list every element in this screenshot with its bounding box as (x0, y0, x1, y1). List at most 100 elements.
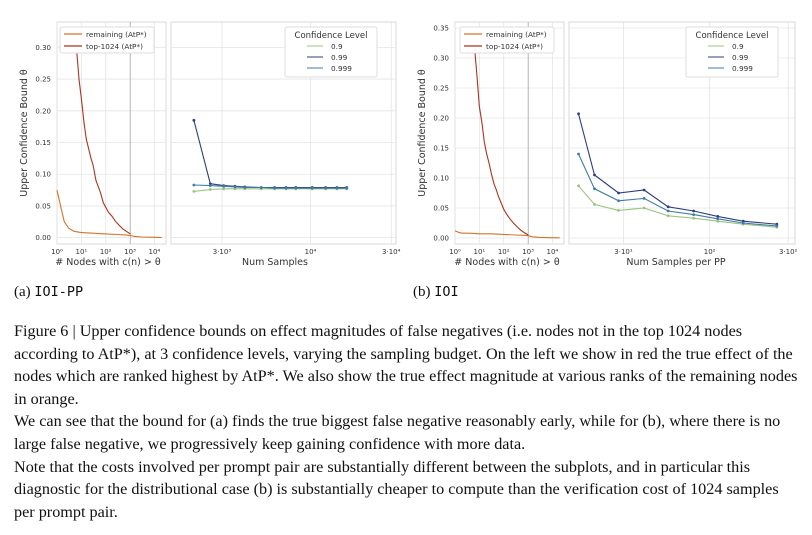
data-point (642, 197, 646, 200)
legend-box (459, 26, 555, 54)
x-tick-label: 3·10¹ (614, 248, 633, 256)
y-tick-label: 0.15 (433, 145, 449, 153)
panel-a-left-plot: 0.00 0.05 0.10 0.15 0.20 0.25 0.30 10⁰ 10¹ 10² 10³… (19, 21, 167, 268)
data-point (577, 184, 580, 188)
subfigure-label-a-code: IOI-PP (34, 284, 84, 300)
y-tick-label: 0.25 (35, 76, 51, 84)
panel-b-left-legend: remaining (AtP*) top-1024 (AtP*) (459, 26, 555, 54)
y-tick-label: 0.10 (35, 171, 51, 179)
data-point (208, 184, 212, 188)
panel-a-left-frame (56, 21, 167, 245)
subfigure-label-b-code: IOI (434, 284, 459, 300)
panel-b-left-frame (454, 21, 565, 245)
x-tick-label: 10² (498, 248, 510, 256)
panel-b-right-plot: 3·10¹ 10² 3·10² Num Samples per PP Confide… (568, 21, 798, 268)
subfigure-label-b-prefix: (b) (413, 284, 435, 300)
x-tick-label: 10⁴ (305, 248, 317, 256)
data-point (593, 173, 596, 177)
y-tick-label: 0.20 (433, 115, 449, 123)
x-tick-label: 10³ (124, 248, 136, 256)
caption-paragraph: Figure 6 | Upper confidence bounds on ef… (14, 322, 798, 408)
legend-title: Confidence Level (295, 31, 368, 41)
data-point (666, 205, 670, 209)
series-line-top-1024-atp- (473, 39, 529, 236)
x-tick-label: 10⁰ (449, 248, 461, 256)
y-tick-label: 0.05 (35, 202, 51, 210)
data-point (692, 216, 696, 220)
data-point (617, 191, 620, 195)
legend-label-remaining: remaining (AtP*) (86, 30, 147, 39)
y-tick-label: 0.00 (35, 234, 51, 242)
y-tick-label: 0.00 (433, 235, 449, 243)
y-tick-label: 0.10 (433, 175, 449, 183)
data-point (741, 221, 745, 225)
series-line-remaining-atp- (454, 230, 560, 239)
data-point (324, 186, 328, 190)
legend-label-top1024: top-1024 (AtP*) (486, 42, 543, 51)
legend-label-top1024: top-1024 (AtP*) (86, 42, 143, 51)
y-tick-label: 0.30 (433, 55, 449, 63)
data-point (577, 112, 580, 116)
x-tick-label: 10⁴ (547, 248, 559, 256)
data-point (577, 152, 580, 156)
caption-paragraph: Note that the costs involved per prompt … (14, 457, 779, 521)
y-tick-label: 0.05 (433, 205, 449, 213)
data-point (222, 184, 226, 188)
data-point (692, 213, 696, 217)
legend-label-0.99: 0.99 (732, 53, 749, 62)
panel-b-right-grid (569, 22, 795, 244)
legend-box (284, 26, 378, 78)
data-point (345, 186, 349, 190)
data-point (192, 183, 196, 187)
y-tick-label: 0.30 (35, 44, 51, 52)
data-point (294, 186, 298, 190)
panel-a-left-series (56, 22, 162, 244)
panel-a-right-legend: Confidence Level 0.9 0.99 0.999 (284, 26, 378, 78)
subfigure-label-b: (b) IOI (413, 284, 459, 301)
x-tick-label: 10² (100, 248, 112, 256)
panel-a-right-xlabel: Num Samples (242, 257, 308, 268)
data-point (273, 186, 277, 190)
data-point (716, 215, 720, 218)
panel-a-right-series (192, 118, 349, 193)
x-tick-label: 10¹ (473, 248, 485, 256)
x-tick-label: 3·10⁴ (382, 248, 401, 256)
x-tick-label: 10² (704, 248, 716, 256)
data-point (593, 187, 596, 191)
subfigure-label-a: (a) IOI-PP (14, 284, 83, 301)
data-point (716, 219, 720, 223)
panel-b-right-series (577, 112, 779, 229)
data-point (192, 118, 196, 122)
x-tick-label: 10³ (522, 248, 534, 256)
figure-caption: Figure 6 | Upper confidence bounds on ef… (14, 320, 800, 523)
data-point (642, 188, 646, 192)
data-point (692, 209, 696, 213)
x-tick-label: 10¹ (75, 248, 87, 256)
data-point (243, 186, 247, 189)
data-point (617, 209, 620, 212)
data-point (775, 224, 779, 228)
panel-a-left-ticks: 0.00 0.05 0.10 0.15 0.20 0.25 0.30 10⁰ 10¹ 10² 10³… (35, 44, 160, 256)
legend-label-0.999: 0.999 (331, 64, 352, 73)
data-point (192, 189, 196, 193)
panel-a-right-ticks: 3·10³ 10⁴ 3·10⁴ (213, 248, 401, 256)
subfigure-label-a-prefix: (a) (14, 284, 35, 300)
y-tick-label: 0.25 (433, 85, 449, 93)
panel-b-right-legend: Confidence Level 0.9 0.99 0.999 (685, 26, 779, 78)
data-point (222, 187, 226, 191)
legend-label-0.9: 0.9 (732, 42, 744, 51)
panel-b-left-ylabel: Upper Confidence Bound θ (417, 69, 428, 197)
legend-label-0.99: 0.99 (331, 53, 348, 62)
data-point (666, 209, 670, 213)
data-point (233, 185, 237, 189)
panel-a-right-plot: 3·10³ 10⁴ 3·10⁴ Num Samples Confidence Lev… (170, 21, 401, 268)
data-point (208, 188, 212, 191)
legend-box (685, 26, 779, 78)
series-line-top-1024-atp- (75, 40, 131, 235)
panel-b-left-ticks: 0.00 0.05 0.10 0.15 0.20 0.25 0.30 0.35 10⁰ 10¹ 10… (433, 25, 558, 257)
data-point (335, 186, 339, 190)
panel-a-left-ylabel: Upper Confidence Bound θ (19, 69, 30, 197)
legend-title: Confidence Level (696, 31, 769, 41)
data-point (284, 186, 288, 190)
y-tick-label: 0.15 (35, 139, 51, 147)
